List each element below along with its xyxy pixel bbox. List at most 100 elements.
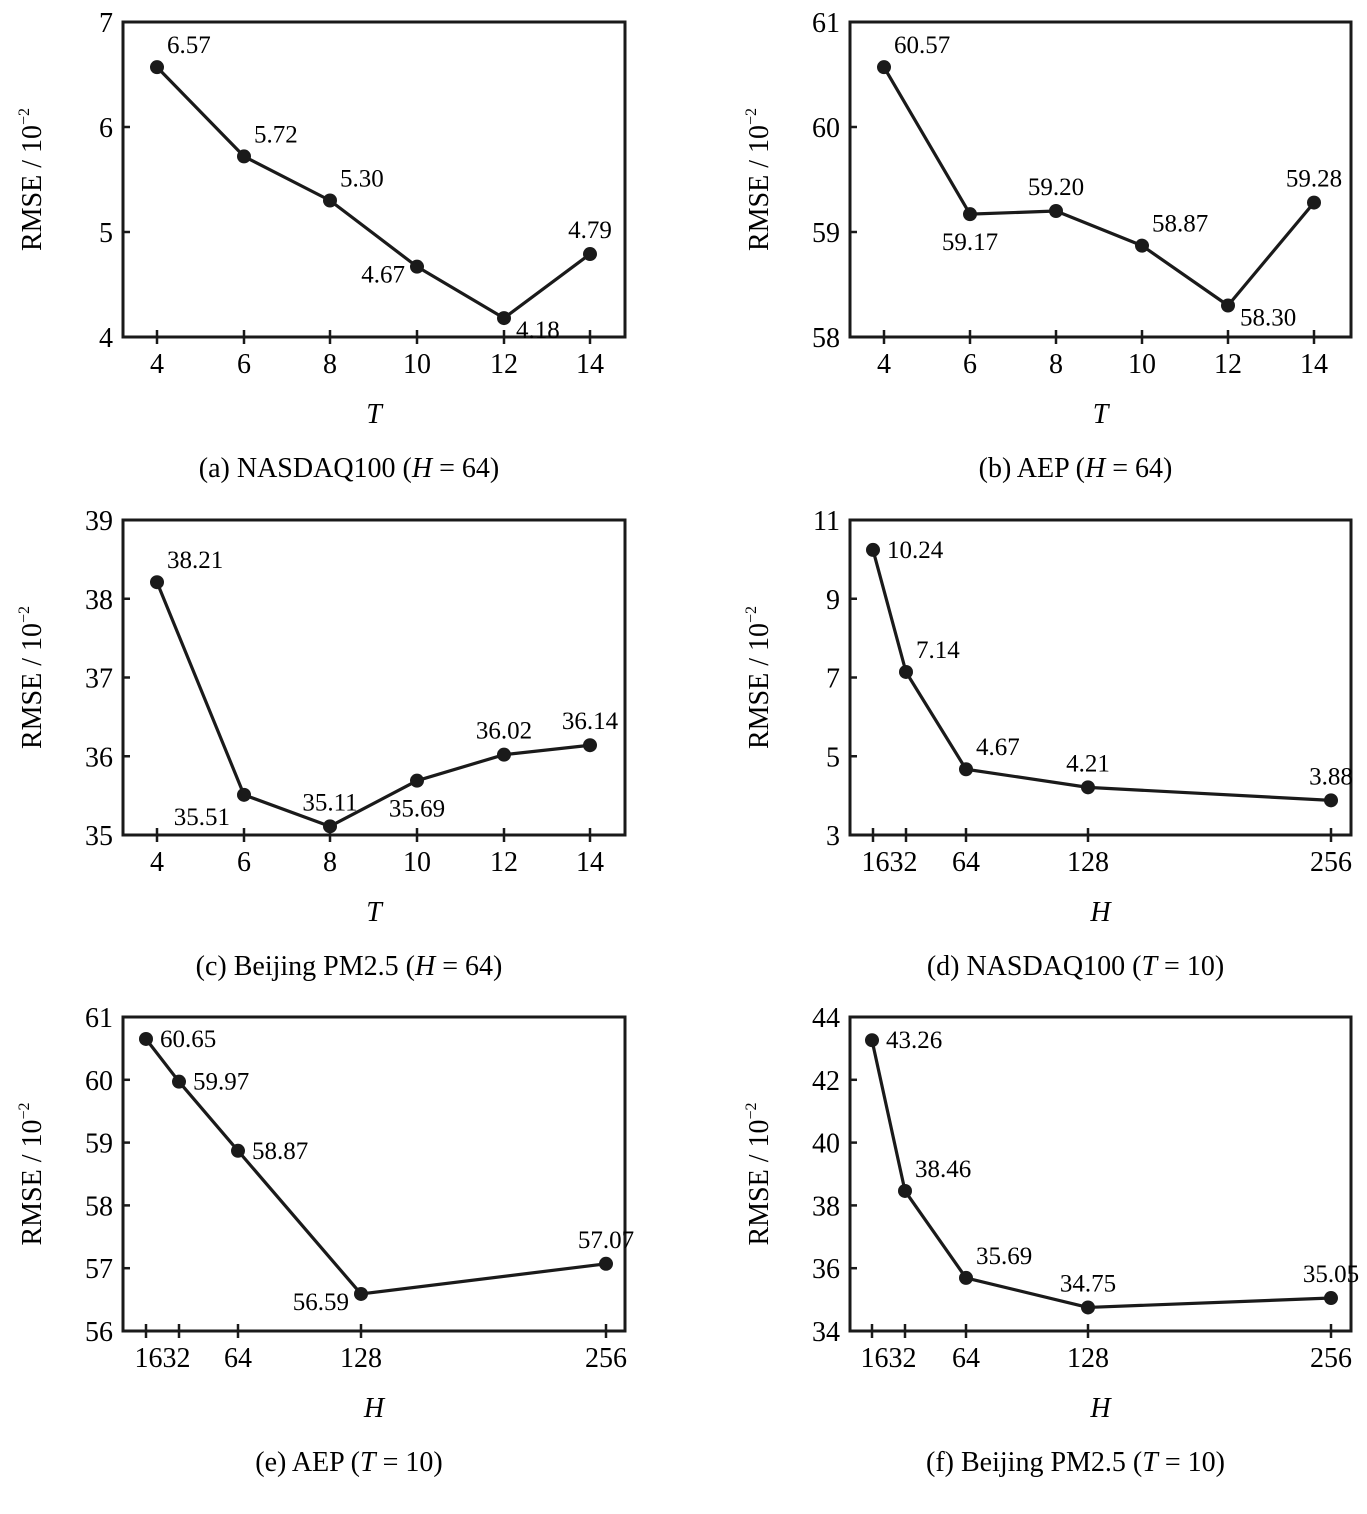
y-tick-label: 39 xyxy=(85,506,113,537)
x-tick-label: 12 xyxy=(1214,349,1242,380)
data-point xyxy=(323,193,337,208)
x-axis-title: H xyxy=(1089,1393,1112,1424)
x-tick-label: 128 xyxy=(1067,1343,1109,1374)
x-tick-label: 6 xyxy=(963,349,977,380)
x-tick-label: 128 xyxy=(340,1343,382,1374)
data-label: 4.79 xyxy=(568,217,612,244)
panel-caption: (c) Beijing PM2.5 (H = 64) xyxy=(196,951,503,982)
data-point xyxy=(898,1183,912,1198)
data-point xyxy=(583,738,597,753)
data-label: 59.28 xyxy=(1286,166,1342,193)
data-label: 4.67 xyxy=(361,262,405,289)
x-tick-label: 1632 xyxy=(861,1343,917,1374)
x-tick-label: 8 xyxy=(1049,349,1063,380)
series-line xyxy=(882,66,1316,308)
data-point xyxy=(323,819,337,834)
data-label: 3.88 xyxy=(1309,763,1353,790)
y-tick-label: 60 xyxy=(812,113,840,144)
x-axis-title: H xyxy=(363,1393,386,1424)
data-label: 36.14 xyxy=(562,708,619,735)
y-tick-label: 58 xyxy=(85,1191,113,1222)
y-tick-label: 59 xyxy=(85,1129,113,1160)
plot-frame xyxy=(848,20,1353,339)
y-tick-label: 5 xyxy=(99,218,113,249)
data-label: 60.57 xyxy=(894,32,950,59)
data-point xyxy=(150,575,164,590)
x-tick-label: 10 xyxy=(1128,349,1156,380)
y-axis-title: RMSE / 10−2 xyxy=(16,108,48,251)
y-tick-label: 34 xyxy=(812,1317,840,1348)
chart-panel-e: 56 57 58 59 60 61 1632 64 128 256 H RMSE / 10−2 60.6… xyxy=(16,1003,634,1478)
x-axis-title: T xyxy=(1093,399,1111,430)
plot-frame xyxy=(121,1015,627,1333)
data-point xyxy=(1081,780,1095,795)
y-axis-title: RMSE / 10−2 xyxy=(743,1102,775,1245)
panel-caption: (a) NASDAQ100 (H = 64) xyxy=(199,453,499,484)
chart-panel-a: 4 5 6 7 4 6 8 10 12 14 T RMSE / 10−2 6.57 5.72 5.30 4.6… xyxy=(16,8,627,484)
x-tick-label: 64 xyxy=(952,847,980,878)
chart-panel-c: 35 36 37 38 39 4 6 8 10 12 14 T RMSE / 10−2 38.21 35.5… xyxy=(16,506,627,982)
y-tick-label: 40 xyxy=(812,1129,840,1160)
data-label: 34.75 xyxy=(1060,1270,1116,1297)
y-tick-label: 4 xyxy=(99,323,113,354)
data-point xyxy=(1135,238,1149,253)
y-tick-label: 57 xyxy=(85,1254,113,1285)
x-tick-label: 4 xyxy=(877,349,891,380)
y-tick-label: 42 xyxy=(812,1066,840,1097)
y-tick-label: 61 xyxy=(85,1003,113,1034)
series-line xyxy=(155,66,591,320)
data-label: 7.14 xyxy=(916,637,960,664)
x-tick-label: 8 xyxy=(323,349,337,380)
data-label: 5.30 xyxy=(340,166,384,193)
data-label: 5.72 xyxy=(254,121,298,148)
plot-frame xyxy=(121,20,627,339)
data-label: 35.69 xyxy=(389,796,445,823)
series-line xyxy=(155,581,591,828)
x-tick-label: 10 xyxy=(403,847,431,878)
x-tick-label: 14 xyxy=(1300,349,1328,380)
y-tick-label: 59 xyxy=(812,218,840,249)
y-tick-label: 61 xyxy=(812,8,840,39)
data-point xyxy=(139,1031,153,1046)
x-tick-label: 256 xyxy=(1310,1343,1352,1374)
x-tick-label: 1632 xyxy=(135,1343,191,1374)
x-axis-title: T xyxy=(366,897,384,928)
y-tick-label: 36 xyxy=(812,1254,840,1285)
y-tick-label: 56 xyxy=(85,1317,113,1348)
data-point xyxy=(899,664,913,679)
panel-caption: (f) Beijing PM2.5 (T = 10) xyxy=(926,1447,1225,1478)
data-label: 56.59 xyxy=(293,1289,349,1316)
data-label: 58.87 xyxy=(1152,211,1208,238)
y-tick-label: 60 xyxy=(85,1066,113,1097)
x-tick-label: 256 xyxy=(585,1343,627,1374)
data-label: 35.51 xyxy=(174,804,230,831)
data-point xyxy=(1324,793,1338,808)
y-axis-title: RMSE / 10−2 xyxy=(743,108,775,251)
data-label: 59.17 xyxy=(942,229,998,256)
y-tick-label: 7 xyxy=(99,8,113,39)
chart-panel-d: 3 5 7 9 11 1632 64 128 256 H RMSE / 10−2 10.24 7.14 4… xyxy=(743,506,1353,982)
data-label: 43.26 xyxy=(886,1027,942,1054)
x-tick-label: 256 xyxy=(1310,847,1352,878)
x-tick-label: 4 xyxy=(150,349,164,380)
data-label: 10.24 xyxy=(887,537,944,564)
x-tick-label: 14 xyxy=(576,349,604,380)
x-tick-label: 14 xyxy=(576,847,604,878)
data-label: 60.65 xyxy=(160,1026,216,1053)
data-label: 35.05 xyxy=(1303,1261,1359,1288)
data-point xyxy=(150,60,164,75)
data-label: 57.07 xyxy=(578,1227,634,1254)
y-tick-label: 9 xyxy=(826,585,840,616)
data-point xyxy=(866,542,880,557)
data-point xyxy=(959,1270,973,1285)
x-tick-label: 6 xyxy=(237,349,251,380)
data-point xyxy=(1081,1300,1095,1315)
x-tick-label: 12 xyxy=(490,847,518,878)
data-point xyxy=(497,311,511,326)
data-point xyxy=(877,60,891,75)
data-label: 4.21 xyxy=(1066,750,1110,777)
data-label: 35.69 xyxy=(976,1243,1032,1270)
x-tick-label: 128 xyxy=(1067,847,1109,878)
x-tick-label: 64 xyxy=(952,1343,980,1374)
